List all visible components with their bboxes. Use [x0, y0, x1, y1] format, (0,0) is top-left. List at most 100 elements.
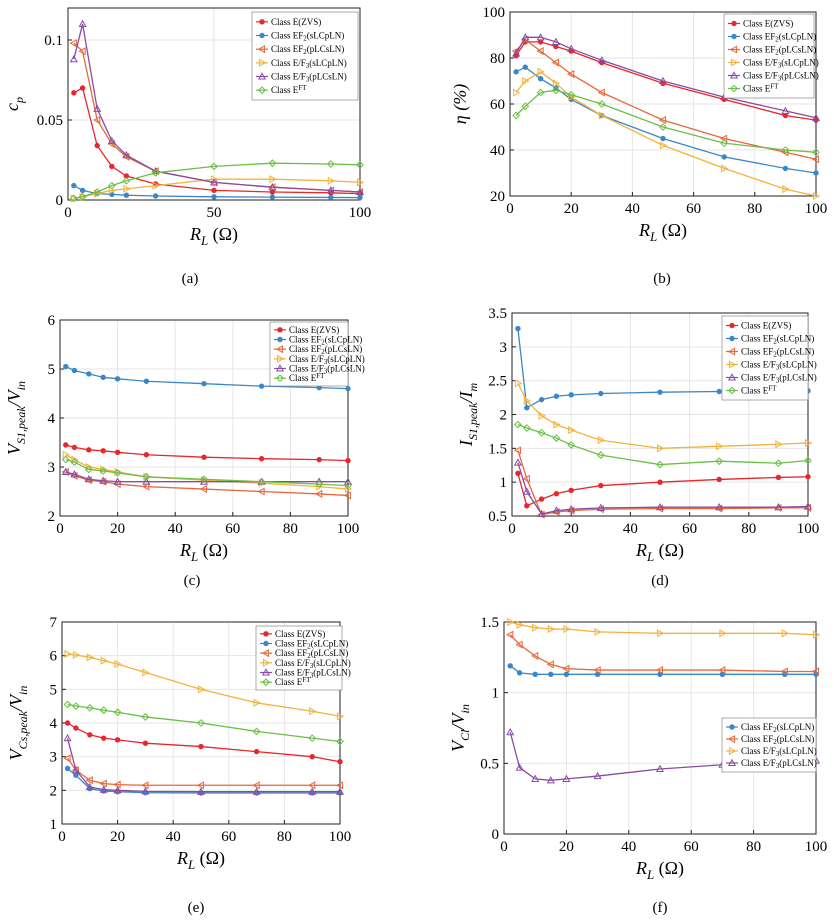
data-point — [113, 780, 121, 789]
data-point — [513, 69, 519, 75]
legend-entry: Class EFT — [275, 676, 311, 687]
panel-label: (b) — [653, 271, 671, 287]
data-point — [143, 452, 150, 458]
legend-entry: Class EF2(pLCsLN) — [741, 347, 814, 359]
legend-entry-tail: (pLCsLN) — [777, 347, 815, 357]
legend-entry: Class EF2(pLCsLN) — [741, 734, 814, 746]
legend: Class E(ZVS)Class EF2(sLCpLN)Class EF2(p… — [251, 11, 359, 101]
panel-label: (c) — [184, 573, 201, 589]
y-axis-label-main: I — [456, 439, 476, 447]
series-line — [515, 71, 817, 197]
data-point — [781, 146, 790, 154]
legend-entry-tail: (pLCsLN) — [325, 344, 363, 354]
y-axis-label-sub: S1,peak — [14, 406, 28, 444]
y-axis-label-tail-sub: in — [16, 686, 30, 695]
legend-entry-main: Class E/F — [275, 658, 310, 668]
x-tick-label: 50 — [207, 205, 222, 221]
data-point — [209, 178, 219, 186]
data-point — [123, 184, 131, 193]
legend-entry-main: Class E/F — [741, 373, 776, 383]
series-line — [517, 424, 809, 466]
legend-entry-main: Class E(ZVS) — [289, 325, 339, 335]
data-point — [122, 150, 131, 159]
data-point — [552, 79, 561, 88]
legend-swatch-marker — [259, 32, 265, 39]
data-point — [567, 90, 576, 99]
x-tick-label: 20 — [559, 839, 574, 855]
data-point — [551, 37, 560, 45]
data-point — [593, 771, 602, 780]
y-axis-label-tail-sub: in — [14, 381, 28, 390]
data-point — [151, 168, 160, 177]
data-point — [515, 470, 521, 477]
series-line — [66, 737, 340, 793]
panel-label: (d) — [651, 573, 669, 589]
series-line — [509, 634, 816, 673]
legend-entry: Class EF2(pLCsLN) — [271, 44, 344, 56]
data-point — [811, 155, 820, 164]
data-point — [152, 193, 159, 199]
x-axis-label-sub: L — [187, 857, 195, 872]
y-tick-label: 6 — [48, 313, 56, 329]
data-point — [597, 56, 606, 64]
series-line — [73, 87, 361, 195]
legend-entry-main: Class E — [741, 386, 769, 396]
data-point — [523, 396, 532, 406]
legend-entry-main: Class EF — [743, 32, 775, 42]
y-tick-label: 1 — [50, 817, 58, 833]
y-axis-label-sub: Cl — [458, 729, 472, 741]
legend-entry-tail: (pLCsLN) — [313, 668, 351, 678]
x-tick-label: 80 — [747, 201, 762, 217]
legend-entry-tail: (pLCsLN) — [779, 45, 817, 55]
legend-entry: Class E/F3(sLCpLN) — [743, 58, 819, 70]
data-point — [141, 713, 150, 721]
x-tick-label: 0 — [64, 205, 72, 221]
data-point — [69, 194, 78, 203]
data-point — [268, 159, 277, 168]
legend-entry: Class EF2(sLCpLN) — [275, 639, 348, 651]
y-tick-label: 2 — [500, 408, 508, 424]
legend-entry-main: Class E(ZVS) — [275, 629, 325, 639]
legend-swatch-marker — [729, 724, 735, 730]
legend-swatch-marker — [727, 758, 737, 767]
data-point — [113, 477, 122, 485]
x-axis-label-main: R — [638, 220, 650, 240]
y-axis-label-sub: S1,peak — [466, 402, 480, 440]
data-point — [782, 185, 790, 194]
data-point — [100, 448, 106, 454]
data-point — [99, 779, 107, 788]
data-point — [568, 487, 574, 493]
legend-entry-sub: 2 — [773, 351, 777, 359]
data-point — [78, 47, 86, 56]
data-point — [355, 187, 365, 196]
chart-c: 0 20 40 60 80 100 2 3 4 5 6 RL (Ω) VS1,peak/Vin Class… — [4, 313, 365, 589]
series-class-ef2-slcpln- — [64, 765, 343, 796]
legend-entry-main: Class E(ZVS) — [743, 19, 793, 29]
x-tick-label: 60 — [221, 829, 236, 845]
series-line — [67, 653, 341, 717]
legend-swatch-marker — [261, 649, 270, 658]
data-point — [84, 465, 93, 474]
legend-swatch-marker — [728, 386, 736, 395]
data-point — [73, 725, 79, 731]
x-tick-label: 0 — [500, 839, 508, 855]
data-point — [73, 772, 79, 778]
data-point — [61, 455, 70, 464]
x-tick-label: 100 — [797, 521, 820, 537]
legend-entry-main: Class E — [743, 84, 771, 94]
data-point — [71, 367, 78, 374]
panel-label: (e) — [188, 900, 205, 916]
legend-entry-sub: 2 — [775, 36, 779, 44]
data-point — [109, 163, 115, 170]
data-point — [316, 482, 324, 491]
legend-entry-sub: 3 — [306, 62, 310, 70]
x-tick-label: 80 — [283, 521, 298, 537]
legend-swatch-marker — [729, 71, 739, 79]
legend-entry-sub: 2 — [773, 338, 777, 346]
data-point — [811, 667, 820, 676]
data-point — [715, 502, 724, 511]
data-point — [567, 44, 576, 52]
y-axis-label-main: V — [4, 442, 24, 455]
data-point — [210, 162, 218, 171]
legend-swatch-marker — [257, 72, 267, 80]
